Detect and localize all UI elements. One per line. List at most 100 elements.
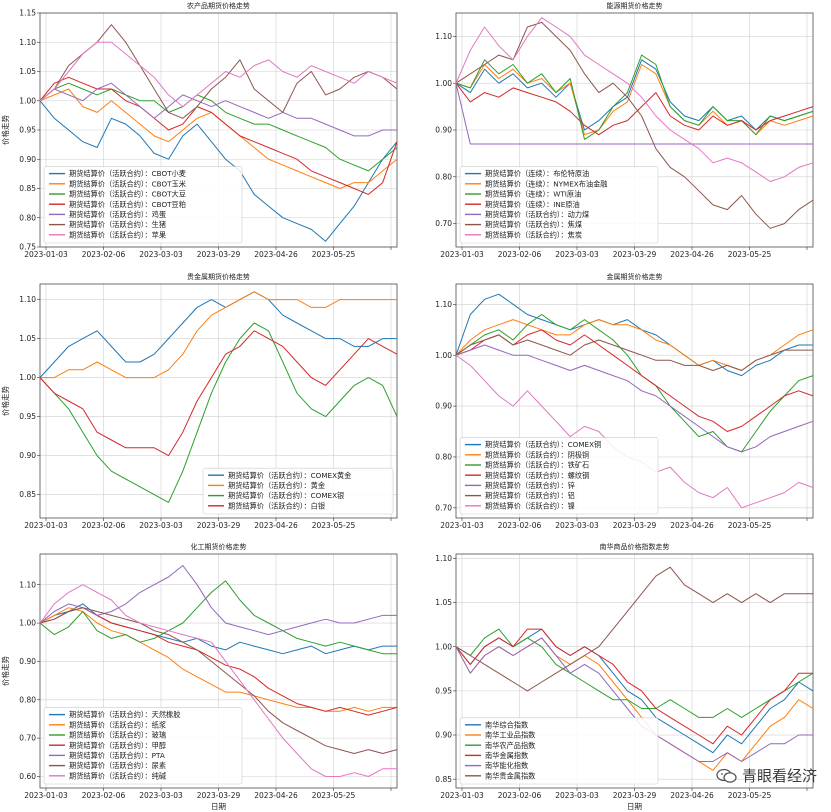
series-line-2	[39, 580, 397, 655]
legend-label: 期货结算价（活跃合约）：CBOT大豆	[69, 190, 186, 199]
y-tick-label: 1.00	[435, 642, 452, 651]
y-tick-label: 1.05	[435, 598, 452, 607]
y-tick-label: 0.90	[19, 155, 36, 164]
y-tick-label: 0.70	[19, 734, 36, 743]
series-line-4	[455, 344, 814, 453]
legend-box	[459, 166, 659, 244]
legend-label: 期货结算价（活跃合约）：铁矿石	[485, 461, 589, 470]
wechat-icon	[716, 768, 737, 783]
energy-futures-chart: 能源期货价格走势 0.70 0.80 0.90 1.00 1.10 2023-01-03 20…	[416, 0, 831, 270]
y-tick-label: 0.80	[435, 172, 452, 181]
legend-label: 期货结算价（活跃合约）：PTA	[69, 751, 165, 760]
x-tick-label: 2023-03-03	[139, 521, 183, 530]
y-tick-label: 1.10	[435, 554, 452, 563]
precious-metals-futures-chart: 贵金属期货价格走势 价格走势 0.85 0.90 0.95 1.00 1.05 1.10 202…	[0, 271, 415, 541]
series-line-5	[39, 607, 398, 754]
y-tick-label: 1.00	[19, 619, 36, 628]
y-tick-label: 1.00	[19, 373, 36, 382]
series-line-0	[39, 291, 397, 378]
y-axis-label: 价格走势	[0, 386, 10, 416]
legend-label: 期货结算价（活跃合约）：生猪	[69, 220, 166, 229]
chart-title: 贵金属期货价格走势	[187, 272, 250, 281]
legend-label: 期货结算价（活跃合约）：COMEX铜	[485, 440, 601, 449]
chemical-futures-chart: 化工期货价格走势 价格走势 日期 0.60 0.70 0.80 0.90 1.00 1.10 20…	[0, 541, 415, 811]
x-tick-label: 2023-03-03	[555, 791, 599, 800]
x-axis-label: 日期	[627, 802, 642, 811]
chart-title: 南华商品价格指数走势	[600, 542, 670, 551]
plot-frame	[455, 283, 814, 519]
chart-title: 农产品期货价格走势	[187, 1, 250, 10]
legend-label: 期货结算价（活跃合约）：CBOT玉米	[69, 179, 186, 188]
legend-label: 期货结算价（活跃合约）：黄金	[228, 481, 325, 490]
y-tick-label: 0.80	[435, 453, 452, 462]
y-tick-label: 1.00	[19, 96, 36, 105]
x-tick-label: 2023-01-03	[24, 521, 68, 530]
x-tick-label: 2023-03-03	[139, 791, 183, 800]
y-tick-label: 1.05	[19, 334, 36, 343]
y-tick-label: 1.00	[435, 351, 452, 360]
series-line-4	[455, 637, 813, 762]
series-line-6	[39, 584, 397, 777]
y-tick-label: 0.60	[19, 772, 36, 781]
y-tick-label: 0.70	[435, 503, 452, 512]
y-tick-label: 0.70	[435, 219, 452, 228]
series-line-2	[455, 314, 814, 453]
series-line-3	[39, 607, 398, 716]
legend-label: 期货结算价（活跃合约）：尿素	[69, 761, 166, 770]
series-line-2	[455, 54, 814, 140]
y-tick-label: 0.85	[19, 184, 36, 193]
energy-futures-chart-svg: 能源期货价格走势 0.70 0.80 0.90 1.00 1.10 2023-01-03 20…	[435, 1, 814, 259]
plot-frame	[455, 553, 814, 789]
series-line-2	[39, 322, 398, 503]
y-axis-label: 价格走势	[0, 656, 10, 686]
x-tick-label: 2023-04-26	[254, 250, 298, 259]
y-tick-label: 1.00	[435, 79, 452, 88]
x-tick-label: 2023-03-29	[197, 521, 241, 530]
x-axis-label: 日期	[211, 802, 226, 811]
plot-frame	[39, 283, 398, 519]
x-tick-label: 2023-04-26	[254, 791, 298, 800]
y-tick-label: 1.15	[19, 9, 36, 18]
x-tick-label: 2023-05-25	[728, 521, 772, 530]
chart-title: 金属期货价格走势	[607, 272, 663, 281]
y-tick-label: 1.10	[435, 300, 452, 309]
x-tick-label: 2023-02-06	[82, 791, 126, 800]
series-line-2	[39, 82, 398, 172]
series-line-5	[455, 21, 814, 229]
x-tick-label: 2023-03-03	[555, 521, 599, 530]
y-tick-label: 1.10	[19, 38, 36, 47]
series-line-3	[455, 82, 814, 136]
plot-frame	[39, 553, 398, 789]
x-tick-label: 2023-04-26	[254, 521, 298, 530]
legend-label: 期货结算价（连续）：布伦特原油	[485, 169, 589, 178]
legend-label: 期货结算价（活跃合约）：COMEX银	[228, 491, 344, 500]
series-line-5	[39, 24, 398, 119]
y-tick-label: 0.90	[435, 402, 452, 411]
y-tick-label: 0.85	[435, 775, 452, 784]
legend-label: 期货结算价（活跃合约）：玻璃	[69, 731, 166, 740]
legend-box	[43, 166, 243, 244]
series-line-3	[39, 76, 398, 195]
chart-legend: 期货结算价（活跃合约）：CBOT小麦期货结算价（活跃合约）：CBOT玉米期货结算…	[43, 166, 243, 244]
x-tick-label: 2023-02-06	[498, 521, 542, 530]
watermark: 青眼看经济	[716, 765, 817, 786]
series-line-6	[39, 41, 398, 108]
x-tick-label: 2023-03-29	[613, 521, 657, 530]
y-tick-label: 1.10	[19, 295, 36, 304]
metals-futures-chart: 金属期货价格走势 0.70 0.80 0.90 1.00 1.10 2023-01-03 20…	[416, 271, 831, 541]
legend-label: 期货结算价（活跃合约）：鸡蛋	[69, 210, 166, 219]
y-tick-label: 0.80	[19, 213, 36, 222]
series-line-4	[455, 83, 813, 145]
series-line-3	[455, 628, 813, 745]
legend-label: 期货结算价（活跃合约）：纸浆	[69, 720, 166, 729]
series-line-4	[39, 82, 397, 137]
chart-title: 能源期货价格走势	[607, 1, 663, 10]
x-tick-label: 2023-01-03	[24, 250, 68, 259]
legend-label: 期货结算价（活跃合约）：CBOT豆粕	[69, 200, 186, 209]
y-tick-label: 0.90	[435, 731, 452, 740]
plot-frame	[455, 12, 814, 248]
